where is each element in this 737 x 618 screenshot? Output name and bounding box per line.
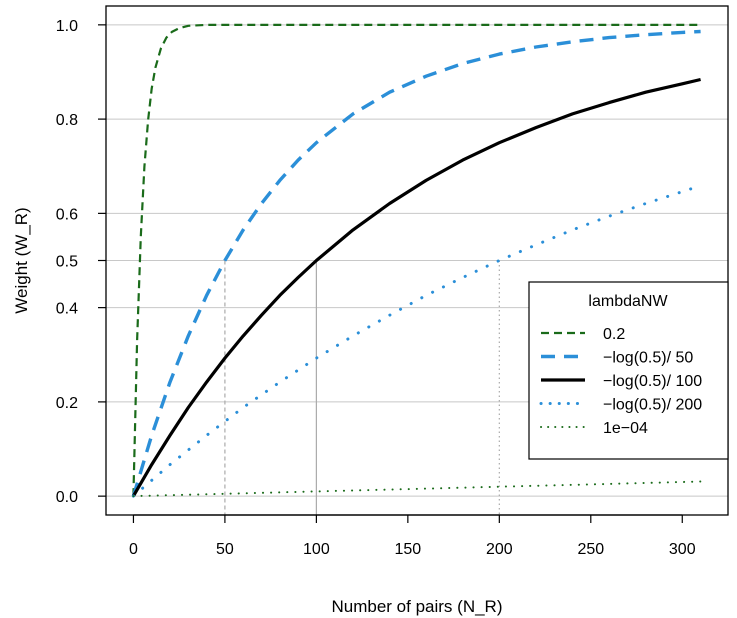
legend-title: lambdaNW (588, 293, 668, 310)
legend-label-3: −log(0.5)/ 100 (603, 373, 702, 390)
y-axis-title: Weight (W_R) (12, 207, 31, 313)
y-axis: 0.0 0.2 0.4 0.5 0.6 0.8 1.0 (56, 18, 106, 506)
x-axis: 0 50 100 150 200 250 300 (129, 514, 696, 558)
legend-box (528, 281, 729, 460)
legend-label-4: −log(0.5)/ 200 (603, 397, 702, 414)
y-tick-label: 0.0 (56, 489, 78, 506)
legend-label-5: 1e−04 (603, 420, 648, 437)
x-tick-label: 250 (577, 541, 604, 558)
series-line-4 (131, 184, 703, 498)
plot-series (131, 23, 703, 498)
legend-label-1: 0.2 (603, 326, 625, 343)
x-tick-label: 150 (395, 541, 422, 558)
y-tick-label: 0.6 (56, 206, 78, 223)
series-line-1 (132, 23, 701, 497)
y-tick-label: 1.0 (56, 18, 78, 35)
y-tick-label: 0.5 (56, 254, 78, 271)
x-tick-label: 100 (303, 541, 330, 558)
series-line-5 (132, 480, 702, 498)
x-tick-label: 200 (486, 541, 513, 558)
y-tick-label: 0.8 (56, 112, 78, 129)
series-line-2 (131, 29, 701, 497)
x-axis-title: Number of pairs (N_R) (332, 597, 503, 616)
x-tick-label: 50 (216, 541, 234, 558)
x-tick-label: 0 (129, 541, 138, 558)
x-tick-label: 300 (669, 541, 696, 558)
series-line-3 (132, 77, 701, 497)
y-tick-label: 0.4 (56, 301, 78, 318)
legend: lambdaNW 0.2 −log(0.5)/ 50 −log(0.5)/ 100 −… (528, 281, 729, 460)
reference-lines (224, 260, 500, 515)
legend-label-2: −log(0.5)/ 50 (603, 350, 693, 367)
y-tick-label: 0.2 (56, 395, 78, 412)
